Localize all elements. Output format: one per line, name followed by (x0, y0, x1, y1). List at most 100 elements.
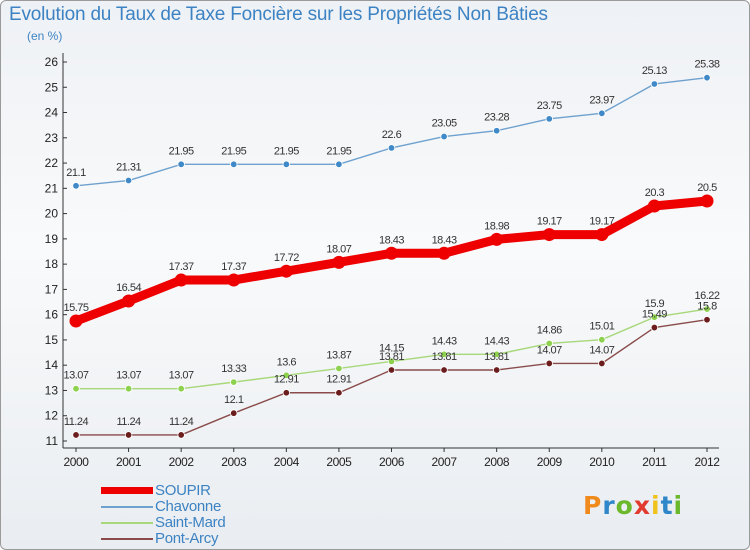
data-point-pont-arcy (440, 366, 448, 374)
proxiti-logo: Proxiti (583, 491, 683, 520)
data-label-chavonne: 23.05 (432, 118, 457, 130)
y-tick-label: 16 (45, 308, 59, 322)
x-tick-label: 2009 (537, 455, 563, 469)
data-label-pont-arcy: 15.49 (642, 309, 667, 321)
data-point-soupir (490, 232, 504, 246)
data-point-chavonne (650, 80, 659, 88)
data-label-soupir: 18.43 (379, 234, 404, 246)
legend-swatch-chavonne (101, 506, 153, 508)
data-point-pont-arcy (282, 389, 291, 397)
legend-swatch-pont-arcy (101, 538, 153, 540)
data-point-chavonne (230, 160, 238, 169)
data-label-pont-arcy: 13.81 (484, 351, 509, 363)
data-label-saint-mard: 13.6 (277, 356, 297, 368)
data-label-soupir: 19.17 (589, 216, 614, 228)
y-tick-label: 15 (45, 333, 59, 347)
data-label-soupir: 17.72 (274, 252, 299, 264)
x-tick-label: 2007 (432, 455, 458, 469)
data-label-pont-arcy: 12.91 (274, 374, 299, 386)
data-label-pont-arcy: 12.91 (326, 374, 351, 386)
data-point-pont-arcy (598, 359, 606, 368)
x-tick-label: 2012 (694, 455, 720, 469)
data-label-saint-mard: 13.07 (169, 370, 194, 382)
legend-label-soupir: SOUPIR (155, 482, 211, 499)
data-point-chavonne (703, 73, 711, 82)
data-label-pont-arcy: 12.1 (224, 394, 244, 406)
logo-letter: i (651, 491, 661, 520)
data-point-pont-arcy (124, 431, 133, 439)
x-tick-label: 2008 (484, 455, 510, 469)
data-point-chavonne (124, 176, 133, 185)
data-label-soupir: 17.37 (221, 261, 246, 273)
data-label-saint-mard: 13.87 (326, 349, 351, 361)
data-point-saint-mard (282, 371, 291, 380)
data-point-soupir (69, 314, 83, 328)
y-tick-label: 18 (45, 257, 59, 271)
data-point-pont-arcy (650, 323, 659, 332)
x-tick-label: 2011 (642, 455, 667, 469)
x-tick-label: 2002 (169, 455, 195, 469)
y-tick-label: 21 (45, 181, 59, 195)
data-label-chavonne: 25.38 (694, 59, 719, 71)
data-point-chavonne (492, 127, 501, 135)
data-label-saint-mard: 14.43 (432, 335, 457, 347)
chart-unit-label: (en %) (27, 29, 63, 43)
y-tick-label: 23 (45, 131, 59, 145)
data-label-saint-mard: 15.01 (589, 321, 614, 333)
data-point-pont-arcy (72, 431, 80, 439)
data-point-soupir (700, 194, 714, 208)
data-label-soupir: 17.37 (169, 261, 194, 273)
data-point-pont-arcy (545, 359, 553, 368)
legend-swatch-soupir (101, 487, 153, 494)
y-tick-label: 11 (46, 434, 59, 448)
data-label-saint-mard: 14.86 (537, 324, 562, 336)
y-tick-label: 24 (45, 106, 59, 120)
data-point-saint-mard (72, 384, 80, 393)
data-label-saint-mard: 13.07 (63, 370, 88, 382)
data-point-soupir (437, 246, 451, 260)
data-label-saint-mard: 13.07 (116, 370, 141, 382)
logo-letter: r (602, 491, 616, 520)
data-label-chavonne: 22.6 (382, 129, 402, 141)
logo-letter: o (615, 491, 634, 520)
data-label-soupir: 18.98 (484, 220, 509, 232)
y-tick-label: 22 (45, 156, 59, 170)
data-point-chavonne (387, 144, 396, 152)
data-point-soupir (542, 228, 556, 242)
logo-letter: i (673, 491, 684, 520)
data-label-saint-mard: 15.9 (645, 298, 665, 310)
y-tick-label: 26 (45, 55, 59, 69)
data-point-saint-mard (440, 350, 448, 359)
data-label-chavonne: 23.97 (589, 94, 614, 106)
data-point-saint-mard (387, 357, 396, 366)
data-label-pont-arcy: 11.24 (64, 416, 89, 428)
data-point-saint-mard (124, 384, 133, 393)
data-point-saint-mard (703, 305, 711, 313)
data-point-saint-mard (598, 335, 606, 344)
x-tick-label: 2003 (221, 455, 247, 469)
y-tick-label: 19 (45, 232, 59, 246)
data-point-soupir (385, 246, 398, 260)
data-point-chavonne (545, 115, 553, 123)
x-tick-label: 2005 (326, 455, 352, 469)
data-label-chavonne: 21.95 (169, 145, 194, 157)
data-point-saint-mard (492, 350, 501, 359)
data-point-soupir (227, 273, 241, 287)
data-label-pont-arcy: 15.8 (697, 301, 717, 313)
y-tick-label: 25 (45, 80, 59, 94)
legend-label-pont-arcy: Pont-Arcy (155, 530, 219, 547)
data-label-saint-mard: 16.22 (694, 290, 719, 302)
data-label-chavonne: 21.95 (274, 145, 299, 157)
data-point-saint-mard (650, 313, 659, 321)
y-tick-label: 13 (45, 383, 59, 397)
data-point-pont-arcy (387, 366, 396, 374)
data-point-soupir (174, 273, 188, 287)
data-label-chavonne: 25.13 (642, 65, 667, 77)
data-point-soupir (647, 199, 661, 213)
x-tick-label: 2004 (274, 455, 300, 469)
data-label-pont-arcy: 13.81 (432, 351, 457, 363)
logo-letter: P (583, 491, 603, 520)
data-point-chavonne (72, 182, 80, 190)
x-tick-label: 2001 (116, 455, 142, 469)
x-tick-label: 2000 (63, 455, 89, 469)
